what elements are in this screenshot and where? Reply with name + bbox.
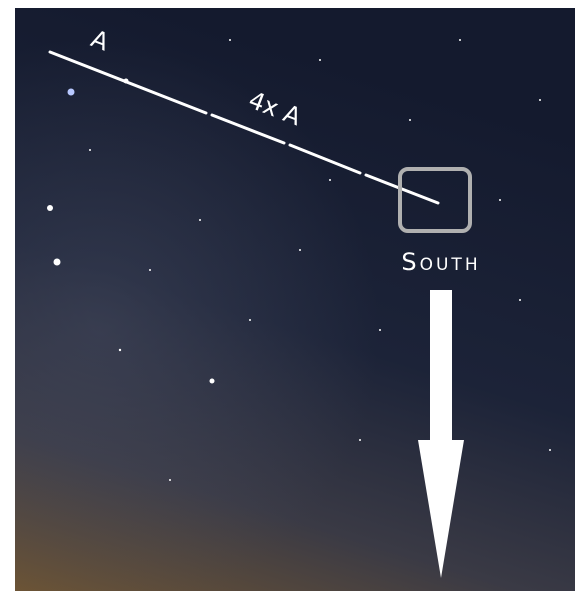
page: {"labels": {"segment_a": "A", "segment_4…: [0, 0, 582, 593]
sky-diagram: A 4x A South: [0, 0, 582, 593]
milky-way: [15, 8, 575, 591]
label-south: South: [401, 248, 480, 276]
